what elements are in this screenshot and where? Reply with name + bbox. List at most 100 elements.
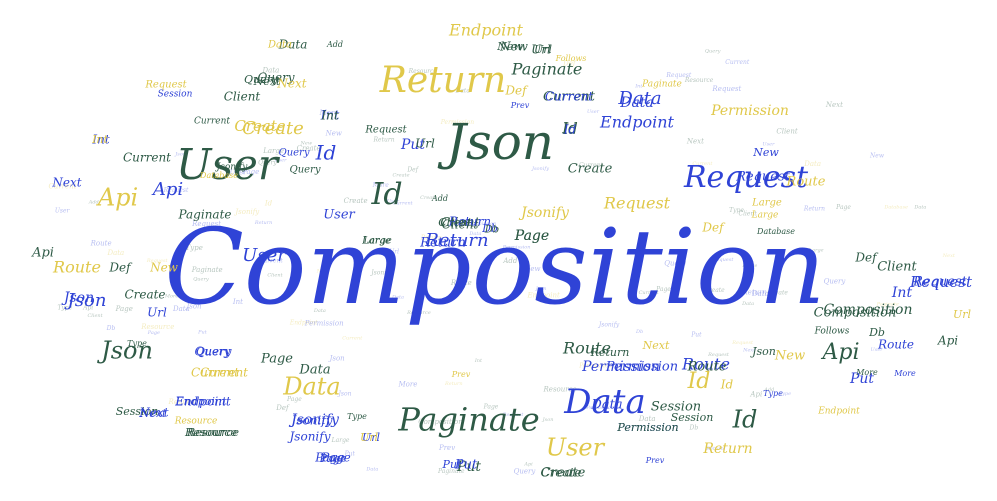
word-data-filler-52: Data bbox=[638, 415, 656, 423]
word-current-filler-44: Current bbox=[48, 183, 76, 191]
word-new-86: New bbox=[149, 261, 179, 275]
word-next-filler-98: Next bbox=[742, 348, 756, 354]
word-current-37: Current bbox=[543, 90, 596, 105]
word-type-143: Type bbox=[127, 339, 147, 348]
word-prev-filler-18: Prev bbox=[438, 444, 455, 452]
word-new-103: New bbox=[774, 349, 805, 364]
word-create-filler-90: Create bbox=[704, 287, 725, 294]
word-id-13: Id bbox=[687, 369, 711, 394]
word-more-filler-139: More bbox=[372, 182, 390, 189]
word-id-12: Id bbox=[732, 406, 758, 434]
word-type-filler-47: Type bbox=[186, 244, 203, 252]
word-endpoint-117: Endpoint bbox=[175, 395, 227, 408]
word-data-130: Data bbox=[267, 40, 292, 51]
word-request-98: Request bbox=[912, 275, 968, 290]
word-request-filler-40: Request bbox=[191, 220, 221, 228]
word-id-filler-129: Id bbox=[264, 199, 273, 207]
word-resource-54: Resource bbox=[186, 426, 240, 439]
word-query-filler-112: Query bbox=[514, 468, 537, 476]
word-client-filler-96: Client bbox=[267, 272, 283, 278]
word-def-filler-128: Def bbox=[275, 404, 290, 412]
word-create-15: Create bbox=[242, 118, 304, 139]
word-query-43: Query bbox=[257, 71, 294, 85]
word-permission-61: Permission bbox=[616, 421, 678, 434]
word-client-129: Client bbox=[438, 216, 472, 229]
word-permission-filler-38: Permission bbox=[578, 362, 612, 369]
word-next-106: Next bbox=[642, 339, 670, 352]
word-page-filler-136: Page bbox=[655, 286, 671, 293]
word-user-filler-82: User bbox=[387, 198, 400, 204]
word-current-65: Current bbox=[123, 151, 171, 165]
word-data-91: Data bbox=[619, 95, 654, 111]
word-def-filler-4: Def bbox=[406, 167, 419, 174]
word-large-136: Large bbox=[363, 237, 391, 247]
word-request-33: Request bbox=[909, 273, 973, 291]
word-return-filler-66: Return bbox=[444, 381, 463, 387]
word-return-80: Return bbox=[448, 215, 491, 229]
word-int-123: Int bbox=[320, 109, 338, 123]
word-paginate-filler-131: Paginate bbox=[876, 302, 899, 308]
word-page-112: Page bbox=[318, 452, 347, 465]
word-new-filler-78: New bbox=[316, 268, 329, 274]
word-db-132: Db bbox=[484, 225, 499, 236]
word-create-47: Create bbox=[568, 162, 613, 177]
word-api-25: Api bbox=[820, 340, 859, 365]
word-new-filler-19: New bbox=[869, 153, 885, 160]
word-permission-34: Permission bbox=[581, 359, 660, 375]
word-endpoint-152: Endpoint bbox=[817, 407, 860, 417]
word-next-76: Next bbox=[51, 176, 81, 190]
word-api-filler-65: Api bbox=[749, 391, 762, 399]
word-query-filler-127: Query bbox=[705, 48, 721, 54]
word-composition-filler-68: Composition bbox=[418, 418, 463, 426]
word-query-153: Query bbox=[279, 148, 310, 159]
word-jsonify-filler-134: Jsonify bbox=[597, 321, 620, 328]
word-query-filler-12: Query bbox=[258, 159, 277, 166]
word-url-111: Url bbox=[360, 431, 379, 444]
word-put-filler-53: Put bbox=[344, 451, 356, 458]
word-return-filler-124: Return bbox=[373, 136, 395, 143]
word-next-53: Next bbox=[138, 406, 168, 420]
word-user-filler-37: User bbox=[871, 347, 884, 353]
word-request-filler-100: Request bbox=[731, 340, 754, 346]
word-json-filler-10: Json bbox=[328, 354, 346, 362]
word-db-81: Db bbox=[481, 222, 498, 235]
word-db-filler-16: Db bbox=[106, 325, 116, 332]
word-resource-filler-135: Resource bbox=[406, 310, 431, 316]
word-put-filler-93: Put bbox=[690, 331, 702, 338]
word-return-filler-76: Return bbox=[741, 289, 767, 297]
word-next-filler-111: Next bbox=[942, 253, 956, 259]
word-json-filler-28: Json bbox=[535, 286, 547, 292]
word-jsonify-157: Jsonify bbox=[215, 163, 249, 173]
word-page-48: Page bbox=[514, 228, 549, 244]
word-page-filler-2: Page bbox=[241, 168, 259, 176]
word-jsonify-39: Jsonify bbox=[288, 412, 340, 428]
word-client-79: Client bbox=[442, 218, 479, 232]
word-api-84: Api bbox=[31, 246, 54, 261]
word-json-filler-137: Json bbox=[336, 390, 351, 397]
word-return-filler-8: Return bbox=[705, 446, 724, 452]
word-int-75: Int bbox=[91, 133, 109, 147]
word-endpoint-filler-101: Endpoint bbox=[289, 319, 318, 326]
word-api-filler-11: Api bbox=[523, 461, 533, 467]
word-large-135: Large bbox=[751, 211, 779, 221]
word-client-67: Client bbox=[224, 90, 261, 104]
word-user-9: User bbox=[546, 434, 606, 462]
word-type-144: Type bbox=[347, 412, 367, 421]
word-permission-filler-126: Permission bbox=[502, 244, 531, 250]
word-def-77: Def bbox=[701, 221, 726, 235]
word-json-27: Json bbox=[64, 290, 107, 311]
word-id-122: Id bbox=[562, 122, 578, 138]
word-client-filler-74: Client bbox=[87, 313, 103, 319]
word-route-24: Route bbox=[562, 339, 611, 358]
word-data-83: Data bbox=[590, 398, 622, 413]
word-data-filler-123: Data bbox=[913, 205, 926, 211]
word-current-158: Current bbox=[194, 117, 230, 127]
word-composition-35: Composition bbox=[823, 302, 912, 318]
word-type-filler-120: Type bbox=[729, 207, 744, 214]
word-new-124: New bbox=[752, 146, 779, 159]
word-route-105: Route bbox=[687, 360, 727, 375]
word-request-filler-89: Request bbox=[712, 257, 735, 263]
word-jsonify-filler-9: Jsonify bbox=[233, 208, 260, 216]
